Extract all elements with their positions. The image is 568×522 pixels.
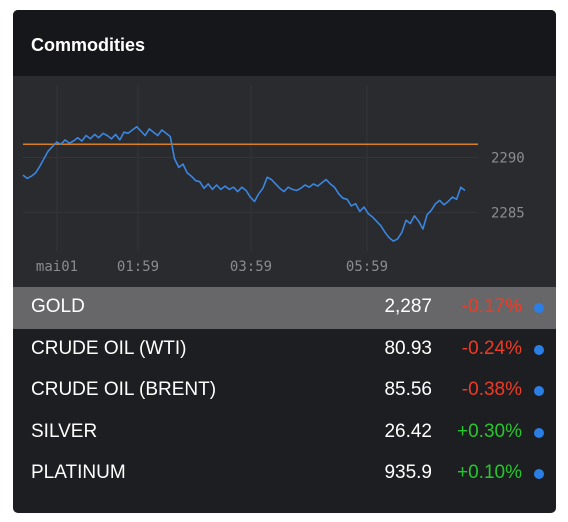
commodity-name: GOLD — [31, 296, 85, 317]
widget-header: Commodities — [13, 10, 556, 76]
commodity-row-crude-oil-wti[interactable]: CRUDE OIL (WTI) 80.93 -0.24% — [13, 329, 556, 371]
commodity-price: 26.42 — [384, 420, 432, 442]
commodity-name: PLATINUM — [31, 462, 126, 484]
status-dot-icon — [534, 386, 544, 397]
commodity-name: CRUDE OIL (WTI) — [31, 337, 187, 359]
commodity-row-silver[interactable]: SILVER 26.42 +0.30% — [13, 412, 556, 454]
commodity-price: 85.56 — [384, 379, 432, 401]
status-dot-icon — [534, 344, 544, 355]
x-tick-label: 01:59 — [117, 259, 159, 275]
commodity-name: CRUDE OIL (BRENT) — [31, 379, 217, 401]
status-dot-icon — [534, 427, 544, 438]
x-tick-label: 05:59 — [346, 259, 388, 275]
y-tick-label: 2285 — [491, 206, 525, 222]
commodity-change: +0.10% — [457, 462, 522, 484]
chart-canvas: 2290 2285 mai01 01:59 03:59 05:59 — [22, 86, 525, 275]
x-tick-label: mai01 — [36, 259, 78, 275]
price-chart[interactable]: 2290 2285 mai01 01:59 03:59 05:59 — [13, 76, 556, 287]
commodity-name: SILVER — [31, 420, 98, 442]
commodity-row-gold[interactable]: GOLD 2,287 -0.17% — [13, 287, 556, 329]
x-tick-label: 03:59 — [230, 259, 272, 275]
commodity-row-crude-oil-brent[interactable]: CRUDE OIL (BRENT) 85.56 -0.38% — [13, 370, 556, 412]
commodity-price: 2,287 — [384, 296, 432, 317]
commodities-list: GOLD 2,287 -0.17% CRUDE OIL (WTI) 80.93 … — [13, 287, 556, 495]
widget-title: Commodities — [31, 35, 146, 55]
commodity-price: 80.93 — [384, 337, 432, 359]
commodity-change: -0.38% — [461, 379, 522, 401]
y-tick-label: 2290 — [491, 151, 525, 167]
status-dot-icon — [534, 469, 544, 480]
commodity-price: 935.9 — [384, 462, 432, 484]
commodity-change: +0.30% — [457, 420, 522, 442]
commodities-widget: Commodities 2290 2285 mai01 01:59 03:59 05:59… — [13, 10, 556, 513]
status-dot-icon — [534, 303, 544, 313]
commodity-change: -0.17% — [461, 296, 522, 317]
price-series-line — [22, 125, 466, 242]
commodity-row-platinum[interactable]: PLATINUM 935.9 +0.10% — [13, 453, 556, 495]
commodity-change: -0.24% — [461, 337, 522, 359]
